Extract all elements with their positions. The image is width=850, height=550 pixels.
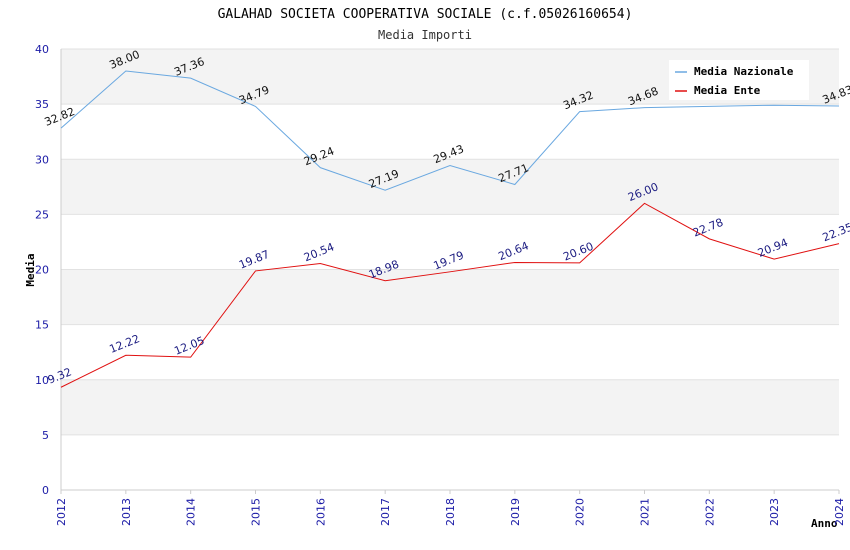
x-tick-label: 2015 <box>250 498 263 526</box>
y-tick-label: 25 <box>35 208 49 221</box>
data-label: 20.54 <box>302 240 336 264</box>
data-label: 12.05 <box>172 334 206 358</box>
x-tick-label: 2017 <box>379 498 392 526</box>
y-tick-label: 30 <box>35 153 49 166</box>
y-tick-label: 15 <box>35 319 49 332</box>
series-line-media-ente <box>60 202 840 388</box>
legend-box <box>669 60 809 100</box>
x-tick-label: 2018 <box>444 498 457 526</box>
data-label: 20.60 <box>561 240 595 264</box>
x-tick-label: 2012 <box>55 498 68 526</box>
background-bands <box>61 49 839 435</box>
data-label: 12.22 <box>107 332 141 356</box>
y-tick-label: 5 <box>42 429 49 442</box>
data-label: 20.64 <box>496 239 530 263</box>
x-tick-label: 2021 <box>639 498 652 526</box>
data-label: 19.79 <box>432 249 466 273</box>
legend-label-media-ente: Media Ente <box>694 84 761 97</box>
x-tick-label: 2019 <box>509 498 522 526</box>
y-axis-ticks: 0 5 10 15 20 25 30 35 40 <box>35 43 49 497</box>
x-tick-label: 2020 <box>574 498 587 526</box>
x-axis-ticks: 2012 2013 2014 2015 2016 2017 2018 2019 2020 2021… <box>55 490 846 526</box>
data-label: 19.87 <box>237 248 271 272</box>
y-tick-label: 0 <box>42 484 49 497</box>
x-tick-label: 2024 <box>833 498 846 526</box>
grid-band <box>61 159 839 215</box>
y-tick-label: 40 <box>35 43 49 56</box>
grid-band <box>61 269 839 325</box>
x-tick-label: 2022 <box>703 498 716 526</box>
y-tick-label: 35 <box>35 98 49 111</box>
x-tick-label: 2014 <box>185 498 198 526</box>
x-tick-label: 2016 <box>314 498 327 526</box>
grid-band <box>61 379 839 435</box>
legend-label-media-nazionale: Media Nazionale <box>694 65 794 78</box>
data-label: 22.78 <box>691 216 725 240</box>
y-tick-label: 10 <box>35 374 49 387</box>
chart-subtitle: Media Importi <box>378 28 472 42</box>
chart-title: GALAHAD SOCIETA COOPERATIVA SOCIALE (c.f… <box>218 7 633 22</box>
x-axis-label: Anno <box>811 517 838 530</box>
data-label: 22.35 <box>821 220 850 244</box>
y-axis-label: Media <box>24 253 37 286</box>
y-tick-label: 20 <box>35 264 49 277</box>
x-tick-label: 2013 <box>120 498 133 526</box>
x-tick-label: 2023 <box>768 498 781 526</box>
legend: Media Nazionale Media Ente <box>669 60 809 100</box>
series-line-media-nazionale <box>60 70 840 191</box>
